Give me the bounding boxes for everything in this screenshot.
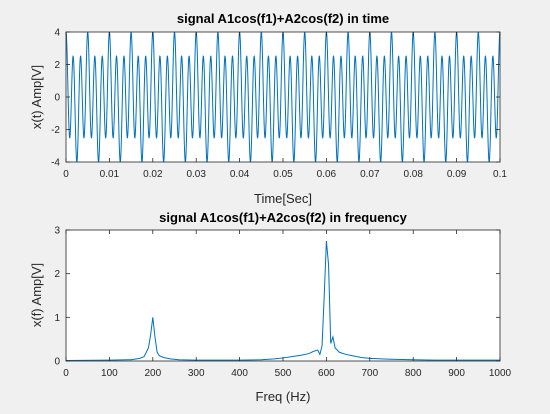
frequency-y-tick-label: 0	[54, 357, 60, 368]
time-x-tick-label: 0.06	[317, 169, 337, 180]
frequency-x-tick-label: 800	[405, 368, 422, 379]
time-y-axis-label: x(t) Amp[V]	[29, 65, 44, 129]
time-x-tick-label: 0.04	[230, 169, 250, 180]
time-x-tick-label: 0.09	[447, 169, 467, 180]
frequency-x-tick-label: 200	[144, 368, 161, 379]
time-x-tick-label: 0.02	[143, 169, 163, 180]
frequency-x-tick-label: 400	[231, 368, 248, 379]
frequency-x-tick-label: 100	[101, 368, 118, 379]
frequency-x-tick-label: 900	[448, 368, 465, 379]
frequency-chart-title: signal A1cos(f1)+A2cos(f2) in frequency	[159, 210, 407, 225]
frequency-y-tick-label: 3	[54, 226, 60, 237]
time-x-tick-label: 0.03	[186, 169, 206, 180]
time-x-tick-label: 0.01	[100, 169, 120, 180]
frequency-x-tick-label: 600	[318, 368, 335, 379]
frequency-x-tick-label: 700	[361, 368, 378, 379]
time-x-tick-label: 0.07	[360, 169, 380, 180]
time-x-tick-label: 0.1	[493, 169, 507, 180]
frequency-x-axis-label: Freq (Hz)	[256, 389, 311, 404]
time-x-tick-label: 0	[63, 169, 69, 180]
frequency-x-tick-label: 500	[275, 368, 292, 379]
time-y-tick-label: 0	[54, 93, 60, 104]
time-y-tick-label: 4	[54, 28, 60, 39]
time-y-tick-label: 2	[54, 60, 60, 71]
time-chart-title: signal A1cos(f1)+A2cos(f2) in time	[177, 11, 389, 26]
frequency-x-tick-label: 1000	[489, 368, 512, 379]
time-x-axis-label: Time[Sec]	[254, 191, 312, 206]
frequency-y-tick-label: 2	[54, 269, 60, 280]
frequency-x-tick-label: 0	[63, 368, 69, 379]
time-plot-area	[66, 32, 500, 162]
time-x-tick-label: 0.05	[273, 169, 293, 180]
frequency-x-tick-label: 300	[188, 368, 205, 379]
frequency-plot-area	[66, 230, 500, 361]
time-y-tick-label: -4	[51, 158, 60, 169]
time-y-tick-label: -2	[51, 125, 60, 136]
time-x-tick-label: 0.08	[403, 169, 423, 180]
frequency-y-axis-label: x(f) Amp[V]	[29, 263, 44, 327]
frequency-y-tick-label: 1	[54, 313, 60, 324]
